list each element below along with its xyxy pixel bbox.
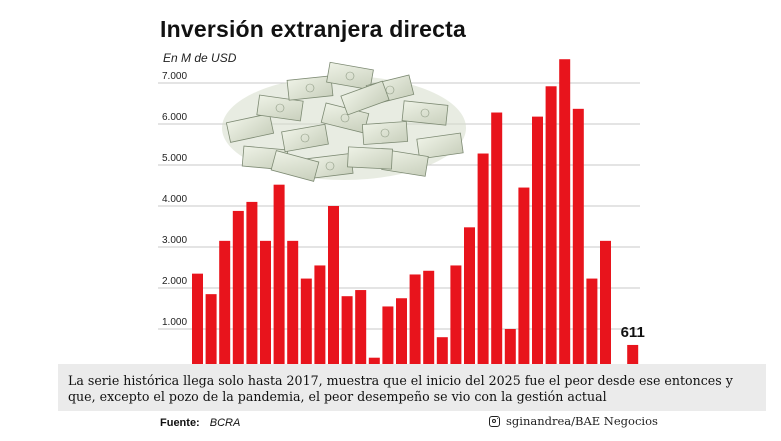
y-tick-label: 5.000 xyxy=(162,153,187,164)
bar xyxy=(341,296,353,370)
bar xyxy=(436,337,448,370)
y-tick-label: 2.000 xyxy=(162,276,187,287)
bar xyxy=(300,278,312,370)
bar xyxy=(450,265,462,370)
bar xyxy=(477,153,489,370)
bar xyxy=(518,187,530,370)
bar xyxy=(396,298,407,370)
bar xyxy=(355,290,367,370)
bar xyxy=(328,206,339,370)
y-tick-label: 3.000 xyxy=(162,235,187,246)
bar xyxy=(586,278,598,370)
money-pile-image xyxy=(222,61,466,182)
bar xyxy=(205,294,217,370)
y-axis-units: En M de USD xyxy=(163,51,237,65)
bar xyxy=(314,265,326,370)
bar xyxy=(504,329,516,370)
bar-value-label: 611 xyxy=(621,324,645,341)
chart-title: Inversión extranjera directa xyxy=(160,16,467,42)
credit-line: sginandrea/BAE Negocios xyxy=(489,414,658,428)
bar xyxy=(545,86,557,370)
bar xyxy=(627,344,639,370)
y-tick-label: 7.000 xyxy=(162,71,187,82)
bar xyxy=(382,306,394,370)
y-tick-label: 4.000 xyxy=(162,194,187,205)
bar xyxy=(368,357,380,370)
bar xyxy=(192,273,203,370)
bar xyxy=(260,240,271,370)
bar xyxy=(246,201,258,370)
bar xyxy=(559,59,571,370)
bar xyxy=(464,227,475,370)
bar xyxy=(232,210,244,370)
bar xyxy=(287,240,299,370)
y-tick-label: 6.000 xyxy=(162,112,187,123)
credit-text: sginandrea/BAE Negocios xyxy=(506,414,658,428)
bar xyxy=(273,184,285,370)
bar xyxy=(409,274,421,370)
bar xyxy=(572,108,584,370)
y-tick-label: 1.000 xyxy=(162,317,187,328)
bar xyxy=(219,240,231,370)
bar xyxy=(532,116,543,371)
bar xyxy=(423,270,435,370)
source-value: BCRA xyxy=(209,417,241,429)
bar xyxy=(491,112,503,371)
source-line: Fuente: BCRA xyxy=(160,417,240,429)
source-label: Fuente: xyxy=(160,417,200,429)
instagram-icon xyxy=(489,415,500,427)
bar xyxy=(600,240,611,370)
image-caption: La serie histórica llega solo hasta 2017… xyxy=(58,364,766,411)
